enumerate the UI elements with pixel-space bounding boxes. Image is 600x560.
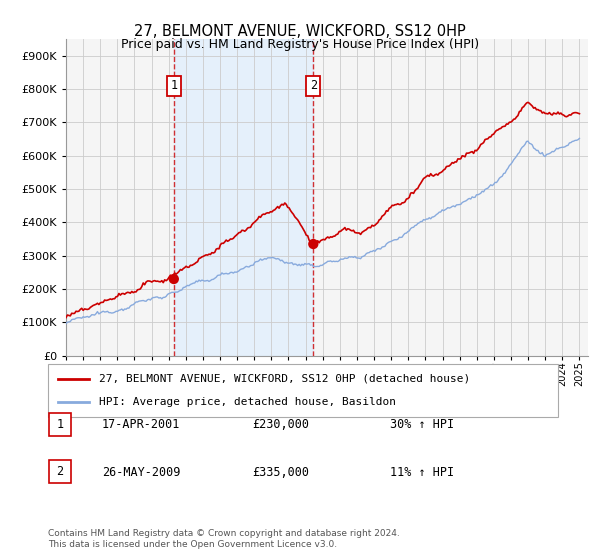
- Bar: [174, 39, 313, 356]
- Text: £335,000: £335,000: [252, 465, 309, 479]
- Text: 1: 1: [170, 80, 178, 92]
- Text: 2: 2: [310, 80, 317, 92]
- Text: Price paid vs. HM Land Registry's House Price Index (HPI): Price paid vs. HM Land Registry's House …: [121, 38, 479, 51]
- Text: £230,000: £230,000: [252, 418, 309, 431]
- Text: 1: 1: [56, 418, 64, 431]
- Text: 17-APR-2001: 17-APR-2001: [102, 418, 181, 431]
- Text: 27, BELMONT AVENUE, WICKFORD, SS12 0HP (detached house): 27, BELMONT AVENUE, WICKFORD, SS12 0HP (…: [99, 374, 470, 384]
- Text: Contains HM Land Registry data © Crown copyright and database right 2024.
This d: Contains HM Land Registry data © Crown c…: [48, 529, 400, 549]
- Text: 2: 2: [56, 465, 64, 478]
- Text: 30% ↑ HPI: 30% ↑ HPI: [390, 418, 454, 431]
- Text: 27, BELMONT AVENUE, WICKFORD, SS12 0HP: 27, BELMONT AVENUE, WICKFORD, SS12 0HP: [134, 24, 466, 39]
- Point: [169, 274, 179, 283]
- Text: 11% ↑ HPI: 11% ↑ HPI: [390, 465, 454, 479]
- Point: [308, 240, 318, 249]
- Text: HPI: Average price, detached house, Basildon: HPI: Average price, detached house, Basi…: [99, 397, 396, 407]
- Text: 26-MAY-2009: 26-MAY-2009: [102, 465, 181, 479]
